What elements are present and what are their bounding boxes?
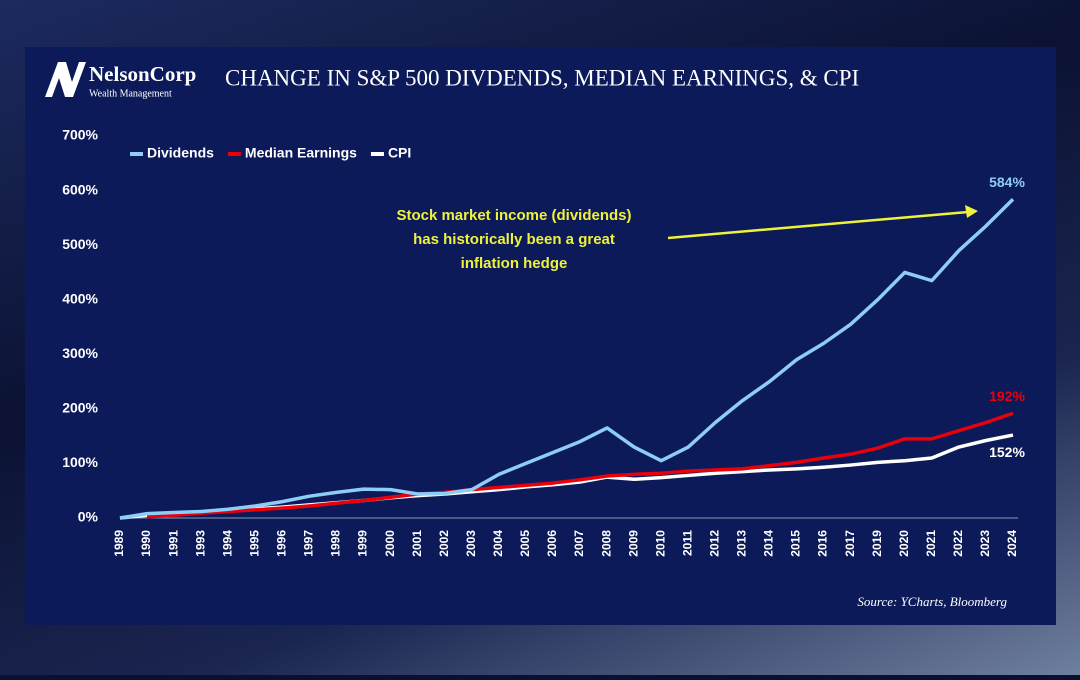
x-tick-label: 1996: [275, 530, 289, 557]
y-tick-label: 100%: [62, 454, 98, 470]
annotation-arrow: [667, 210, 969, 240]
x-tick-label: 2017: [843, 530, 857, 557]
chart-title: CHANGE IN S&P 500 DIVDENDS, MEDIAN EARNI…: [225, 65, 859, 90]
x-tick-label: 2007: [572, 530, 586, 557]
x-tick-label: 2010: [653, 530, 667, 557]
x-tick-label: 2023: [978, 530, 992, 557]
x-tick-label: 1999: [356, 530, 370, 557]
source: Source: YCharts, Bloomberg: [857, 594, 1007, 609]
legend-label: CPI: [388, 145, 411, 161]
value-label: 192%: [989, 388, 1025, 404]
x-tick-label: 2001: [410, 530, 424, 557]
x-tick-label: 2013: [735, 530, 749, 557]
x-tick-label: 2016: [816, 530, 830, 557]
x-tick-label: 1989: [112, 530, 126, 557]
x-tick-label: 2019: [870, 530, 884, 557]
legend-label: Dividends: [147, 145, 214, 161]
logo-mark: [45, 62, 86, 97]
x-tick-label: 1995: [247, 530, 261, 557]
x-tick-label: 2021: [924, 530, 938, 557]
y-tick-label: 700%: [62, 127, 98, 143]
logo-text: NelsonCorp: [89, 62, 196, 86]
x-tick-label: 2012: [708, 530, 722, 557]
x-tick-label: 2000: [383, 530, 397, 557]
x-tick-label: 2020: [897, 530, 911, 557]
x-tick-label: 2014: [762, 530, 776, 557]
panel: [25, 47, 1056, 625]
logo-subtext: Wealth Management: [89, 88, 172, 99]
x-tick-label: 2002: [437, 530, 451, 557]
y-tick-label: 0%: [78, 509, 99, 525]
x-tick-label: 2024: [1005, 530, 1019, 557]
value-label: 152%: [989, 444, 1025, 460]
x-tick-label: 2022: [951, 530, 965, 557]
x-tick-label: 2004: [491, 530, 505, 557]
x-tick-label: 1990: [139, 530, 153, 557]
arrow-head: [965, 205, 978, 218]
x-tick-label: 2009: [626, 530, 640, 557]
annotation: inflation hedge: [461, 255, 568, 272]
y-tick-label: 600%: [62, 181, 98, 197]
x-tick-label: 2011: [680, 530, 694, 556]
series-line: [146, 411, 1014, 519]
y-tick-label: 400%: [62, 290, 98, 306]
x-tick-label: 2003: [464, 530, 478, 557]
value-label: 584%: [989, 174, 1025, 190]
annotation: has historically been a great: [413, 231, 615, 248]
x-tick-label: 2005: [518, 530, 532, 557]
x-tick-label: 2006: [545, 530, 559, 557]
x-tick-label: 1994: [220, 530, 234, 557]
x-tick-label: 1993: [193, 530, 207, 557]
x-tick-label: 2008: [599, 530, 613, 557]
x-tick-label: 1991: [166, 530, 180, 557]
x-tick-label: 2015: [789, 530, 803, 557]
y-tick-label: 500%: [62, 236, 98, 252]
series-line: [119, 198, 1015, 520]
x-tick-label: 1998: [329, 530, 343, 557]
y-tick-label: 200%: [62, 400, 98, 416]
y-tick-label: 300%: [62, 345, 98, 361]
x-tick-label: 1997: [302, 530, 316, 557]
annotation: Stock market income (dividends): [396, 207, 631, 224]
legend-label: Median Earnings: [245, 145, 357, 161]
